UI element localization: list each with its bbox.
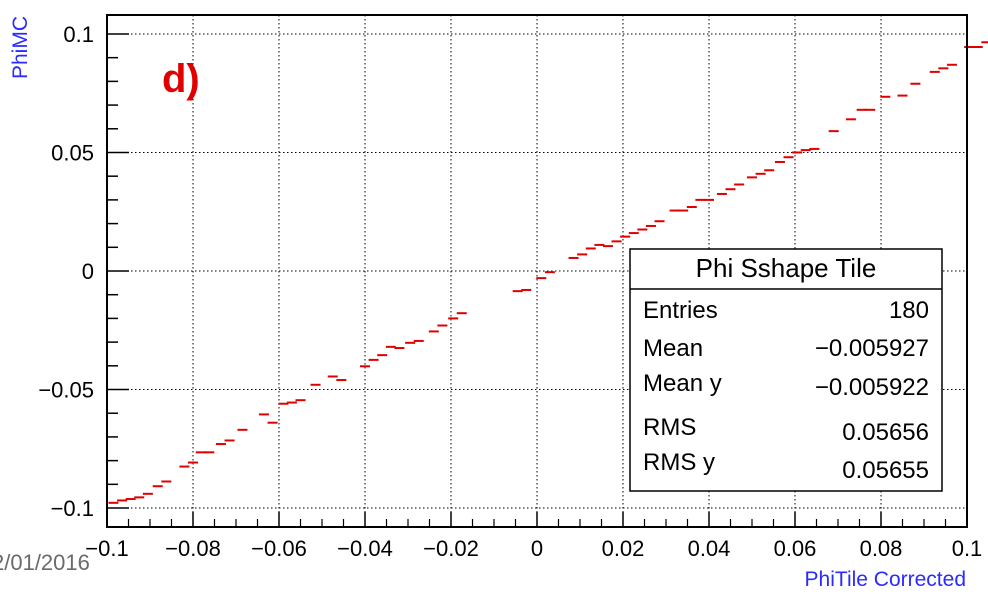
y-tick-label: 0.05 xyxy=(51,140,94,165)
y-tick-label: 0.1 xyxy=(63,22,94,47)
plot-frame xyxy=(106,14,968,528)
stats-label-rms: RMS xyxy=(643,414,696,441)
x-tick-label: −0.1 xyxy=(85,536,128,561)
data-points xyxy=(108,41,988,504)
stats-title: Phi Sshape Tile xyxy=(696,253,877,283)
stats-label-mean-y: Mean y xyxy=(643,370,722,397)
x-tick-label: −0.08 xyxy=(165,536,221,561)
panel-label: d) xyxy=(162,57,200,101)
stats-value-mean: −0.005927 xyxy=(815,335,929,362)
footer-date: 2/01/2016 xyxy=(0,550,90,575)
x-tick-label: −0.02 xyxy=(423,536,479,561)
x-tick-label: 0.08 xyxy=(860,536,903,561)
x-axis-label: PhiTile Corrected xyxy=(805,568,966,591)
x-tick-label: 0 xyxy=(531,536,543,561)
x-tick-label: 0.1 xyxy=(952,536,983,561)
x-tick-label: −0.04 xyxy=(337,536,393,561)
stats-value-entries: 180 xyxy=(889,297,929,324)
x-tick-label: 0.06 xyxy=(774,536,817,561)
x-tick-labels: −0.1 −0.08 −0.06 −0.04 −0.02 0 0.02 0.04 0.06 0.0… xyxy=(85,536,982,561)
stats-label-entries: Entries xyxy=(643,297,718,324)
x-tick-label: 0.04 xyxy=(688,536,731,561)
stats-label-rms-y: RMS y xyxy=(643,449,715,476)
stats-box: Phi Sshape Tile Entries 180 Mean −0.0059… xyxy=(629,248,943,492)
y-tick-labels: −0.1 −0.05 0 0.05 0.1 xyxy=(38,22,94,521)
x-tick-label: −0.06 xyxy=(251,536,307,561)
stats-value-mean-y: −0.005922 xyxy=(815,374,929,401)
y-axis-label: PhiMC xyxy=(9,16,32,79)
stats-value-rms-y: 0.05655 xyxy=(842,457,929,484)
y-tick-label: 0 xyxy=(82,259,94,284)
axis-ticks xyxy=(106,33,968,527)
stats-label-mean: Mean xyxy=(643,335,703,362)
stats-value-rms: 0.05656 xyxy=(842,419,929,446)
x-tick-label: 0.02 xyxy=(602,536,645,561)
y-tick-label: −0.05 xyxy=(38,378,94,403)
y-tick-label: −0.1 xyxy=(51,496,94,521)
